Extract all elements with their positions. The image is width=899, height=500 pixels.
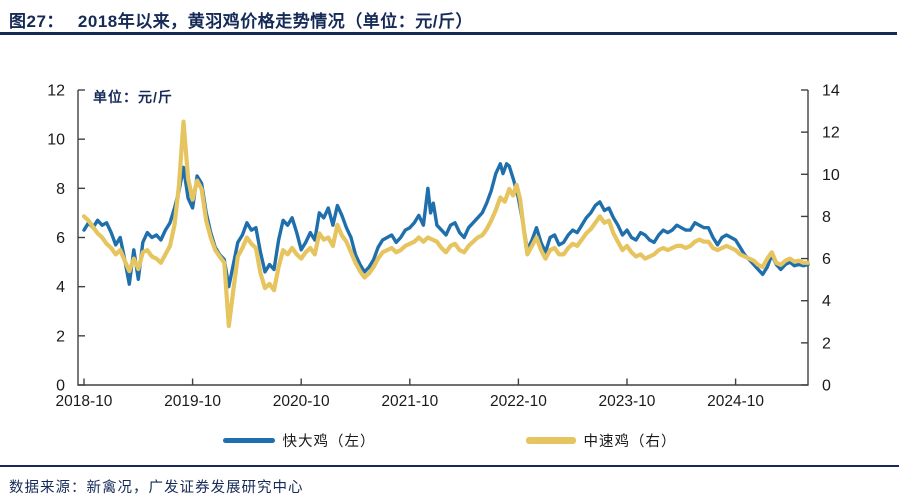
series-line-medium-chicken <box>81 119 811 329</box>
y-right-tick-label: 4 <box>822 293 831 310</box>
y-left-tick-label: 8 <box>56 181 65 198</box>
data-source: 数据来源：新禽况，广发证券发展研究中心 <box>9 480 304 496</box>
y-right-tick-label: 12 <box>822 125 840 142</box>
series-line-fast-chicken <box>82 162 810 289</box>
y-right-tick-label: 8 <box>822 209 831 226</box>
axis-frame <box>77 90 809 386</box>
y-left-tick-label: 2 <box>56 328 65 345</box>
axis-unit-label: 单位：元/斤 <box>93 89 173 105</box>
x-tick-label: 2022-10 <box>490 393 547 410</box>
figure-title: 图27： 2018年以来，黄羽鸡价格走势情况（单位：元/斤） <box>9 7 473 32</box>
y-left-tick-label: 6 <box>56 230 65 247</box>
fast-chicken-line-swatch <box>222 437 275 443</box>
figure-title-text: 2018年以来，黄羽鸡价格走势情况（单位：元/斤） <box>77 12 473 31</box>
y-left-tick-label: 10 <box>47 132 65 149</box>
legend-item-fast-chicken: 快大鸡（左） <box>222 430 376 451</box>
legend-label-fast-chicken: 快大鸡（左） <box>282 433 376 450</box>
x-tick-label: 2024-10 <box>707 393 764 410</box>
legend-label-medium-chicken: 中速鸡（右） <box>583 433 677 450</box>
chart-legend: 快大鸡（左） 中速鸡（右） <box>0 429 899 451</box>
y-right-tick-label: 14 <box>822 83 840 100</box>
y-right-tick-label: 0 <box>822 378 831 395</box>
y-left-tick-label: 4 <box>56 279 65 296</box>
medium-chicken-line-swatch <box>525 436 576 444</box>
y-left-tick-label: 12 <box>47 83 65 100</box>
y-right-tick-label: 2 <box>822 335 831 352</box>
x-tick-label: 2020-10 <box>273 393 330 410</box>
x-tick-label: 2023-10 <box>599 393 656 410</box>
legend-item-medium-chicken: 中速鸡（右） <box>525 430 677 451</box>
x-tick-label: 2019-10 <box>164 393 221 410</box>
title-divider <box>0 32 897 35</box>
y-right-tick-label: 6 <box>822 251 831 268</box>
x-tick-label: 2021-10 <box>381 393 438 410</box>
figure-number: 图27： <box>9 12 64 31</box>
y-left-tick-label: 0 <box>56 378 65 395</box>
x-tick-label: 2018-10 <box>56 393 113 410</box>
footer-divider <box>0 465 899 467</box>
y-right-tick-label: 10 <box>822 167 840 184</box>
